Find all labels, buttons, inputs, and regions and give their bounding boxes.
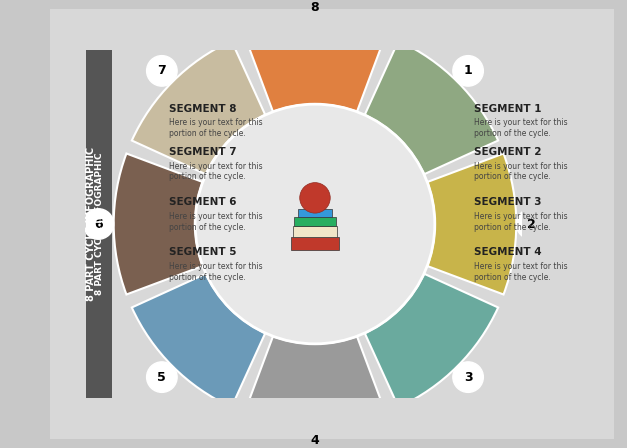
Circle shape — [147, 362, 177, 392]
Text: 8 PART CYCLE INFOGRAPHIC: 8 PART CYCLE INFOGRAPHIC — [95, 153, 104, 295]
Circle shape — [300, 0, 330, 23]
Text: SEGMENT 4: SEGMENT 4 — [474, 247, 542, 257]
Wedge shape — [427, 154, 516, 294]
Wedge shape — [245, 336, 386, 425]
Bar — [291, 237, 339, 250]
Text: Here is your text for this
portion of the cycle.: Here is your text for this portion of th… — [169, 118, 263, 138]
Bar — [294, 217, 335, 226]
Text: 4: 4 — [310, 434, 319, 447]
Text: 5: 5 — [157, 370, 166, 383]
Text: SEGMENT 3: SEGMENT 3 — [474, 197, 542, 207]
Text: Here is your text for this
portion of the cycle.: Here is your text for this portion of th… — [474, 162, 567, 181]
Circle shape — [300, 183, 330, 213]
Wedge shape — [365, 274, 498, 407]
Text: Here is your text for this
portion of the cycle.: Here is your text for this portion of th… — [474, 262, 567, 282]
Circle shape — [195, 104, 435, 344]
Wedge shape — [245, 23, 386, 112]
Text: SEGMENT 2: SEGMENT 2 — [474, 147, 542, 157]
Text: Here is your text for this
portion of the cycle.: Here is your text for this portion of th… — [474, 212, 567, 232]
Bar — [298, 209, 332, 217]
Bar — [293, 226, 337, 237]
Bar — [87, 50, 112, 398]
Circle shape — [147, 56, 177, 86]
Text: SEGMENT 1: SEGMENT 1 — [474, 103, 542, 113]
Text: SEGMENT 7: SEGMENT 7 — [169, 147, 236, 157]
Circle shape — [83, 209, 113, 239]
Text: 8 PART CYCLE INFOGRAPHIC: 8 PART CYCLE INFOGRAPHIC — [86, 147, 95, 301]
Text: 8: 8 — [310, 1, 319, 14]
Circle shape — [453, 56, 483, 86]
Wedge shape — [113, 154, 203, 294]
Text: Here is your text for this
portion of the cycle.: Here is your text for this portion of th… — [169, 212, 263, 232]
Text: SEGMENT 5: SEGMENT 5 — [169, 247, 236, 257]
Text: SEGMENT 8: SEGMENT 8 — [169, 103, 236, 113]
Text: 6: 6 — [94, 217, 103, 231]
Text: 1: 1 — [464, 65, 473, 78]
Circle shape — [453, 362, 483, 392]
Polygon shape — [315, 176, 324, 185]
Text: Here is your text for this
portion of the cycle.: Here is your text for this portion of th… — [474, 118, 567, 138]
Text: 7: 7 — [157, 65, 166, 78]
Text: SEGMENT 6: SEGMENT 6 — [169, 197, 236, 207]
Wedge shape — [365, 41, 498, 174]
Circle shape — [516, 209, 547, 239]
Wedge shape — [132, 274, 265, 407]
Text: Here is your text for this
portion of the cycle.: Here is your text for this portion of th… — [169, 262, 263, 282]
Text: 3: 3 — [464, 370, 472, 383]
Text: 2: 2 — [527, 217, 536, 231]
Circle shape — [300, 425, 330, 448]
Text: Here is your text for this
portion of the cycle.: Here is your text for this portion of th… — [169, 162, 263, 181]
Wedge shape — [132, 41, 265, 174]
